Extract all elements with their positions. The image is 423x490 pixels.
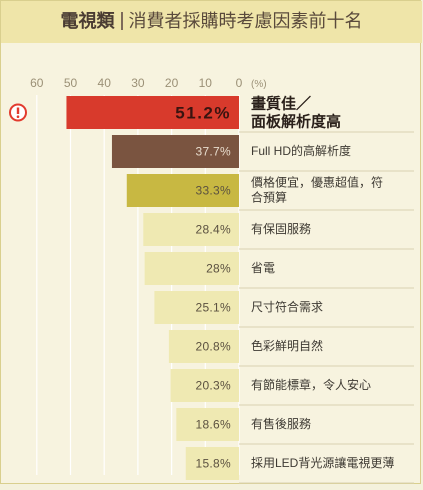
bar-value-label: 28.4% bbox=[195, 223, 231, 237]
chart-title: 電視類 消費者採購時考慮因素前十名 bbox=[1, 9, 422, 33]
exclamation-mark-dot bbox=[16, 115, 20, 118]
bar bbox=[154, 291, 239, 324]
category-label: 畫質佳／ bbox=[251, 95, 311, 113]
x-tick-label: 30 bbox=[131, 76, 145, 90]
chart-title-subject: 消費者採購時考慮因素前十名 bbox=[128, 11, 363, 31]
category-label: 合預算 bbox=[251, 190, 287, 205]
bar-value-label: 18.6% bbox=[195, 418, 231, 432]
x-unit-label: (%) bbox=[251, 79, 267, 90]
exclamation-mark-stem bbox=[16, 107, 20, 114]
bar-value-label: 28% bbox=[206, 262, 231, 276]
category-label: 面板解析度高 bbox=[251, 113, 341, 131]
x-tick-label: 0 bbox=[236, 76, 243, 90]
chart-header: 電視類 消費者採購時考慮因素前十名 bbox=[1, 1, 422, 43]
bar bbox=[168, 330, 239, 363]
category-label: 有保固服務 bbox=[251, 222, 311, 236]
x-tick-label: 20 bbox=[165, 76, 179, 90]
category-label: Full HD的高解析度 bbox=[251, 143, 351, 158]
category-label: 採用LED背光源讓電視更薄 bbox=[251, 455, 394, 470]
bar-value-label: 37.7% bbox=[195, 145, 231, 159]
bar bbox=[170, 369, 239, 402]
category-label: 省電 bbox=[251, 261, 275, 275]
bar bbox=[144, 252, 239, 285]
x-tick-label: 10 bbox=[199, 76, 213, 90]
bar bbox=[66, 96, 240, 129]
bar bbox=[143, 213, 239, 246]
title-separator bbox=[120, 12, 123, 30]
chart-title-category: 電視類 bbox=[60, 11, 115, 31]
x-tick-label: 60 bbox=[30, 76, 44, 90]
bar-value-label: 15.8% bbox=[195, 457, 231, 471]
bar-chart: 60 50 40 30 20 10 0 (%) 51.2% 畫質佳／ 面板解析度高 37.7% Full… bbox=[1, 43, 422, 490]
bar-value-label: 20.8% bbox=[195, 340, 231, 354]
bar-value-label: 33.3% bbox=[195, 184, 231, 198]
bar bbox=[176, 408, 239, 441]
x-tick-label: 40 bbox=[98, 76, 112, 90]
category-label: 有售後服務 bbox=[251, 416, 311, 431]
chart-svg: 60 50 40 30 20 10 0 (%) 51.2% 畫質佳／面板解析度高 37.7% Full… bbox=[9, 76, 414, 484]
bar-value-label: 51.2% bbox=[175, 104, 231, 123]
bar-value-label: 25.1% bbox=[195, 301, 231, 315]
bar bbox=[111, 135, 239, 168]
bar-value-label: 20.3% bbox=[195, 379, 231, 393]
x-tick-label: 50 bbox=[64, 76, 78, 90]
category-label: 色彩鮮明自然 bbox=[251, 338, 323, 353]
bar bbox=[126, 174, 239, 207]
category-label: 有節能標章，令人安心 bbox=[251, 377, 371, 392]
category-label: 尺寸符合需求 bbox=[251, 299, 323, 314]
bar bbox=[185, 447, 239, 480]
category-label: 價格便宜，優惠超值，符 bbox=[251, 175, 383, 190]
